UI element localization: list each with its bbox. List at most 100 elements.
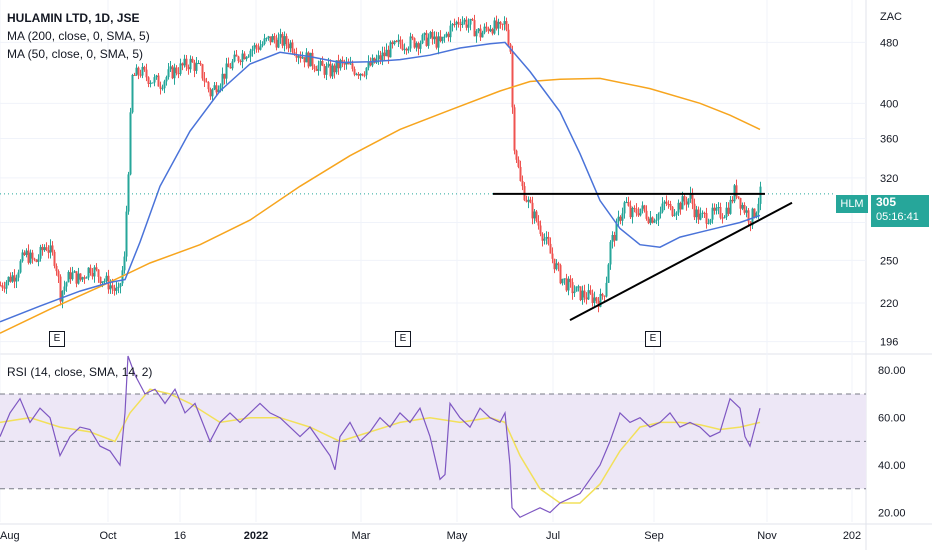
candle-body	[393, 40, 396, 45]
candle-body	[327, 63, 330, 67]
candle-body	[561, 278, 564, 284]
candle-body	[231, 61, 234, 69]
candle-body	[719, 207, 722, 218]
earnings-marker[interactable]: E	[645, 331, 661, 347]
candle-body	[707, 222, 710, 224]
candle-body	[571, 282, 574, 294]
candle-body	[47, 250, 50, 253]
candle-body	[395, 40, 398, 42]
candle-body	[445, 33, 448, 37]
candle-body	[129, 112, 132, 175]
candle-body	[99, 276, 102, 284]
candle-body	[657, 213, 660, 220]
candle-body	[399, 39, 402, 45]
candle-body	[705, 213, 708, 224]
candle-body	[197, 63, 200, 65]
candle-body	[619, 216, 622, 221]
candle-body	[609, 241, 612, 265]
candle-body	[267, 36, 270, 39]
candle-body	[75, 271, 78, 284]
candle-body	[157, 75, 160, 87]
candle-body	[287, 43, 290, 49]
candle-body	[229, 67, 232, 69]
candle-body	[683, 196, 686, 202]
candle-body	[113, 288, 116, 291]
candle-body	[103, 281, 106, 283]
candle-body	[73, 271, 76, 273]
candle-body	[599, 293, 602, 307]
candle-body	[739, 198, 742, 209]
candle-body	[77, 273, 80, 284]
support-trend-line[interactable]	[569, 201, 793, 322]
candle-body	[383, 52, 386, 57]
candle-body	[309, 52, 312, 67]
candle-body	[117, 286, 120, 288]
candle-body	[239, 61, 242, 63]
candle-body	[369, 61, 372, 66]
candle-body	[367, 61, 370, 68]
candle-body	[221, 73, 224, 86]
ticker-badge: HLM	[836, 195, 868, 213]
candle-body	[67, 271, 70, 283]
candle-body	[497, 21, 500, 29]
candle-body	[443, 36, 446, 38]
candle-body	[463, 19, 466, 22]
candle-body	[513, 107, 516, 151]
candle-body	[151, 82, 154, 84]
candle-body	[435, 36, 438, 48]
candle-body	[699, 213, 702, 220]
candle-body	[41, 246, 44, 251]
earnings-marker[interactable]: E	[49, 331, 65, 347]
candle-body	[737, 196, 740, 199]
candle-body	[557, 263, 560, 266]
candle-body	[127, 174, 130, 212]
candle-body	[297, 56, 300, 58]
candle-body	[487, 28, 490, 32]
candle-body	[185, 58, 188, 68]
candle-body	[535, 211, 538, 221]
candle-body	[525, 200, 528, 202]
price-tick-label: 320	[880, 173, 898, 185]
candle-body	[473, 20, 476, 37]
candle-body	[57, 271, 60, 277]
candle-body	[321, 61, 324, 66]
candle-body	[313, 65, 316, 70]
earnings-marker[interactable]: E	[395, 331, 411, 347]
candle-body	[225, 63, 228, 79]
ma50-legend[interactable]: MA (50, close, 0, SMA, 5)	[7, 47, 144, 61]
currency-label: ZAC	[880, 11, 902, 23]
candle-body	[419, 43, 422, 49]
candle-body	[277, 37, 280, 48]
candle-body	[533, 211, 536, 219]
candle-body	[467, 24, 470, 28]
candle-body	[457, 21, 460, 25]
candle-body	[727, 207, 730, 214]
candle-body	[573, 291, 576, 294]
candle-body	[681, 196, 684, 210]
candle-body	[325, 66, 328, 75]
rsi-line	[0, 355, 761, 519]
candle-body	[261, 44, 264, 46]
rsi-legend[interactable]: RSI (14, close, SMA, 14, 2)	[7, 365, 153, 379]
candle-body	[145, 69, 148, 78]
candle-body	[35, 259, 38, 262]
candle-body	[159, 86, 162, 89]
ma200-legend[interactable]: MA (200, close, 0, SMA, 5)	[7, 29, 150, 43]
time-tick-label: 202	[843, 530, 861, 542]
series-lines	[0, 41, 836, 519]
candle-body	[213, 85, 216, 90]
candle-body	[633, 207, 636, 209]
candle-body	[517, 159, 520, 167]
candle-body	[361, 73, 364, 76]
candle-body	[591, 293, 594, 303]
candle-body	[21, 252, 24, 262]
candle-body	[685, 201, 688, 205]
candle-body	[397, 39, 400, 42]
candle-body	[59, 276, 62, 302]
candle-body	[247, 56, 250, 58]
candle-body	[83, 277, 86, 279]
candle-body	[555, 263, 558, 270]
candle-body	[27, 250, 30, 263]
candle-body	[133, 74, 136, 76]
